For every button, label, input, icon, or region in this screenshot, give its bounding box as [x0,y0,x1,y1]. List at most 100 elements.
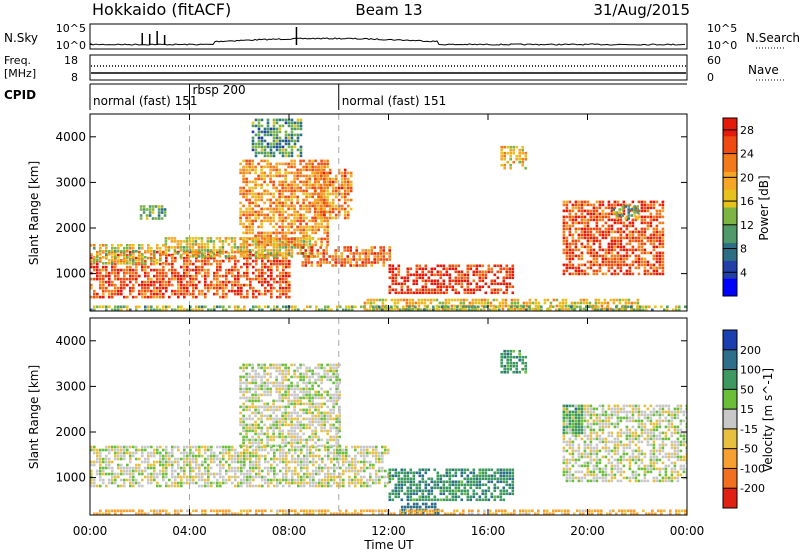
data-cell [111,293,114,296]
data-cell [635,255,638,258]
data-cell [99,281,102,284]
data-cell [144,449,147,452]
data-cell [569,228,572,231]
data-cell [240,479,243,482]
data-cell [375,458,378,461]
data-cell [288,470,291,473]
data-cell [375,449,378,452]
data-cell [305,235,308,238]
data-cell [243,452,246,455]
data-cell [327,485,330,488]
data-cell [275,415,278,418]
data-cell [147,257,150,260]
data-cell [294,458,297,461]
data-cell [282,449,285,452]
data-cell [183,278,186,281]
data-cell [177,281,180,284]
data-cell [260,175,263,178]
data-cell [108,278,111,281]
data-cell [228,452,231,455]
data-cell [275,400,278,403]
data-cell [285,246,288,249]
data-cell [132,455,135,458]
data-cell [284,178,287,181]
data-cell [635,228,638,231]
data-cell [282,263,285,266]
data-cell [255,119,258,122]
data-cell [346,255,349,258]
data-cell [311,226,314,229]
data-cell [348,476,351,479]
data-cell [159,263,162,266]
data-cell [441,306,444,309]
data-cell [461,283,464,286]
data-cell [93,306,96,309]
data-cell [566,201,569,204]
data-cell [108,296,111,299]
data-cell [503,146,506,149]
data-cell [275,409,278,412]
data-cell [517,299,520,302]
data-cell [282,278,285,281]
data-cell [255,143,258,146]
data-cell [111,446,114,449]
data-cell [108,284,111,287]
data-cell [659,243,662,246]
data-cell [346,246,349,249]
data-cell [275,202,278,205]
data-cell [245,400,248,403]
data-cell [141,470,144,473]
data-cell [275,238,278,241]
data-cell [96,272,99,275]
data-cell [508,305,511,308]
data-cell [132,253,135,256]
data-cell [360,482,363,485]
data-cell [593,237,596,240]
data-cell [180,470,183,473]
data-cell [141,287,144,290]
data-cell [275,406,278,409]
data-cell [273,155,276,158]
data-cell [659,255,662,258]
data-cell [255,149,258,152]
data-cell [364,258,367,261]
data-cell [165,449,168,452]
data-cell [174,290,177,293]
data-cell [287,199,290,202]
data-cell [434,292,437,295]
data-cell [123,250,126,253]
data-cell [165,461,168,464]
data-cell [351,464,354,467]
data-cell [165,284,168,287]
data-cell [260,364,263,367]
data-cell [264,249,267,252]
data-cell [416,289,419,292]
data-cell [314,232,317,235]
data-cell [587,240,590,243]
data-cell [279,284,282,287]
data-cell [135,306,138,309]
data-cell [264,458,267,461]
data-cell [153,464,156,467]
data-cell [260,415,263,418]
data-cell [653,270,656,273]
data-cell [641,201,644,204]
data-cell [195,296,198,299]
data-cell [363,482,366,485]
data-cell [159,269,162,272]
data-cell [252,479,255,482]
data-cell [240,470,243,473]
data-cell [318,464,321,467]
data-cell [641,252,644,255]
data-cell [413,274,416,277]
data-cell [275,166,278,169]
data-cell [159,281,162,284]
data-cell [248,220,251,223]
data-cell [111,479,114,482]
data-cell [237,281,240,284]
data-cell [361,264,364,267]
data-cell [114,284,117,287]
data-cell [237,290,240,293]
data-cell [659,222,662,225]
data-cell [360,476,363,479]
